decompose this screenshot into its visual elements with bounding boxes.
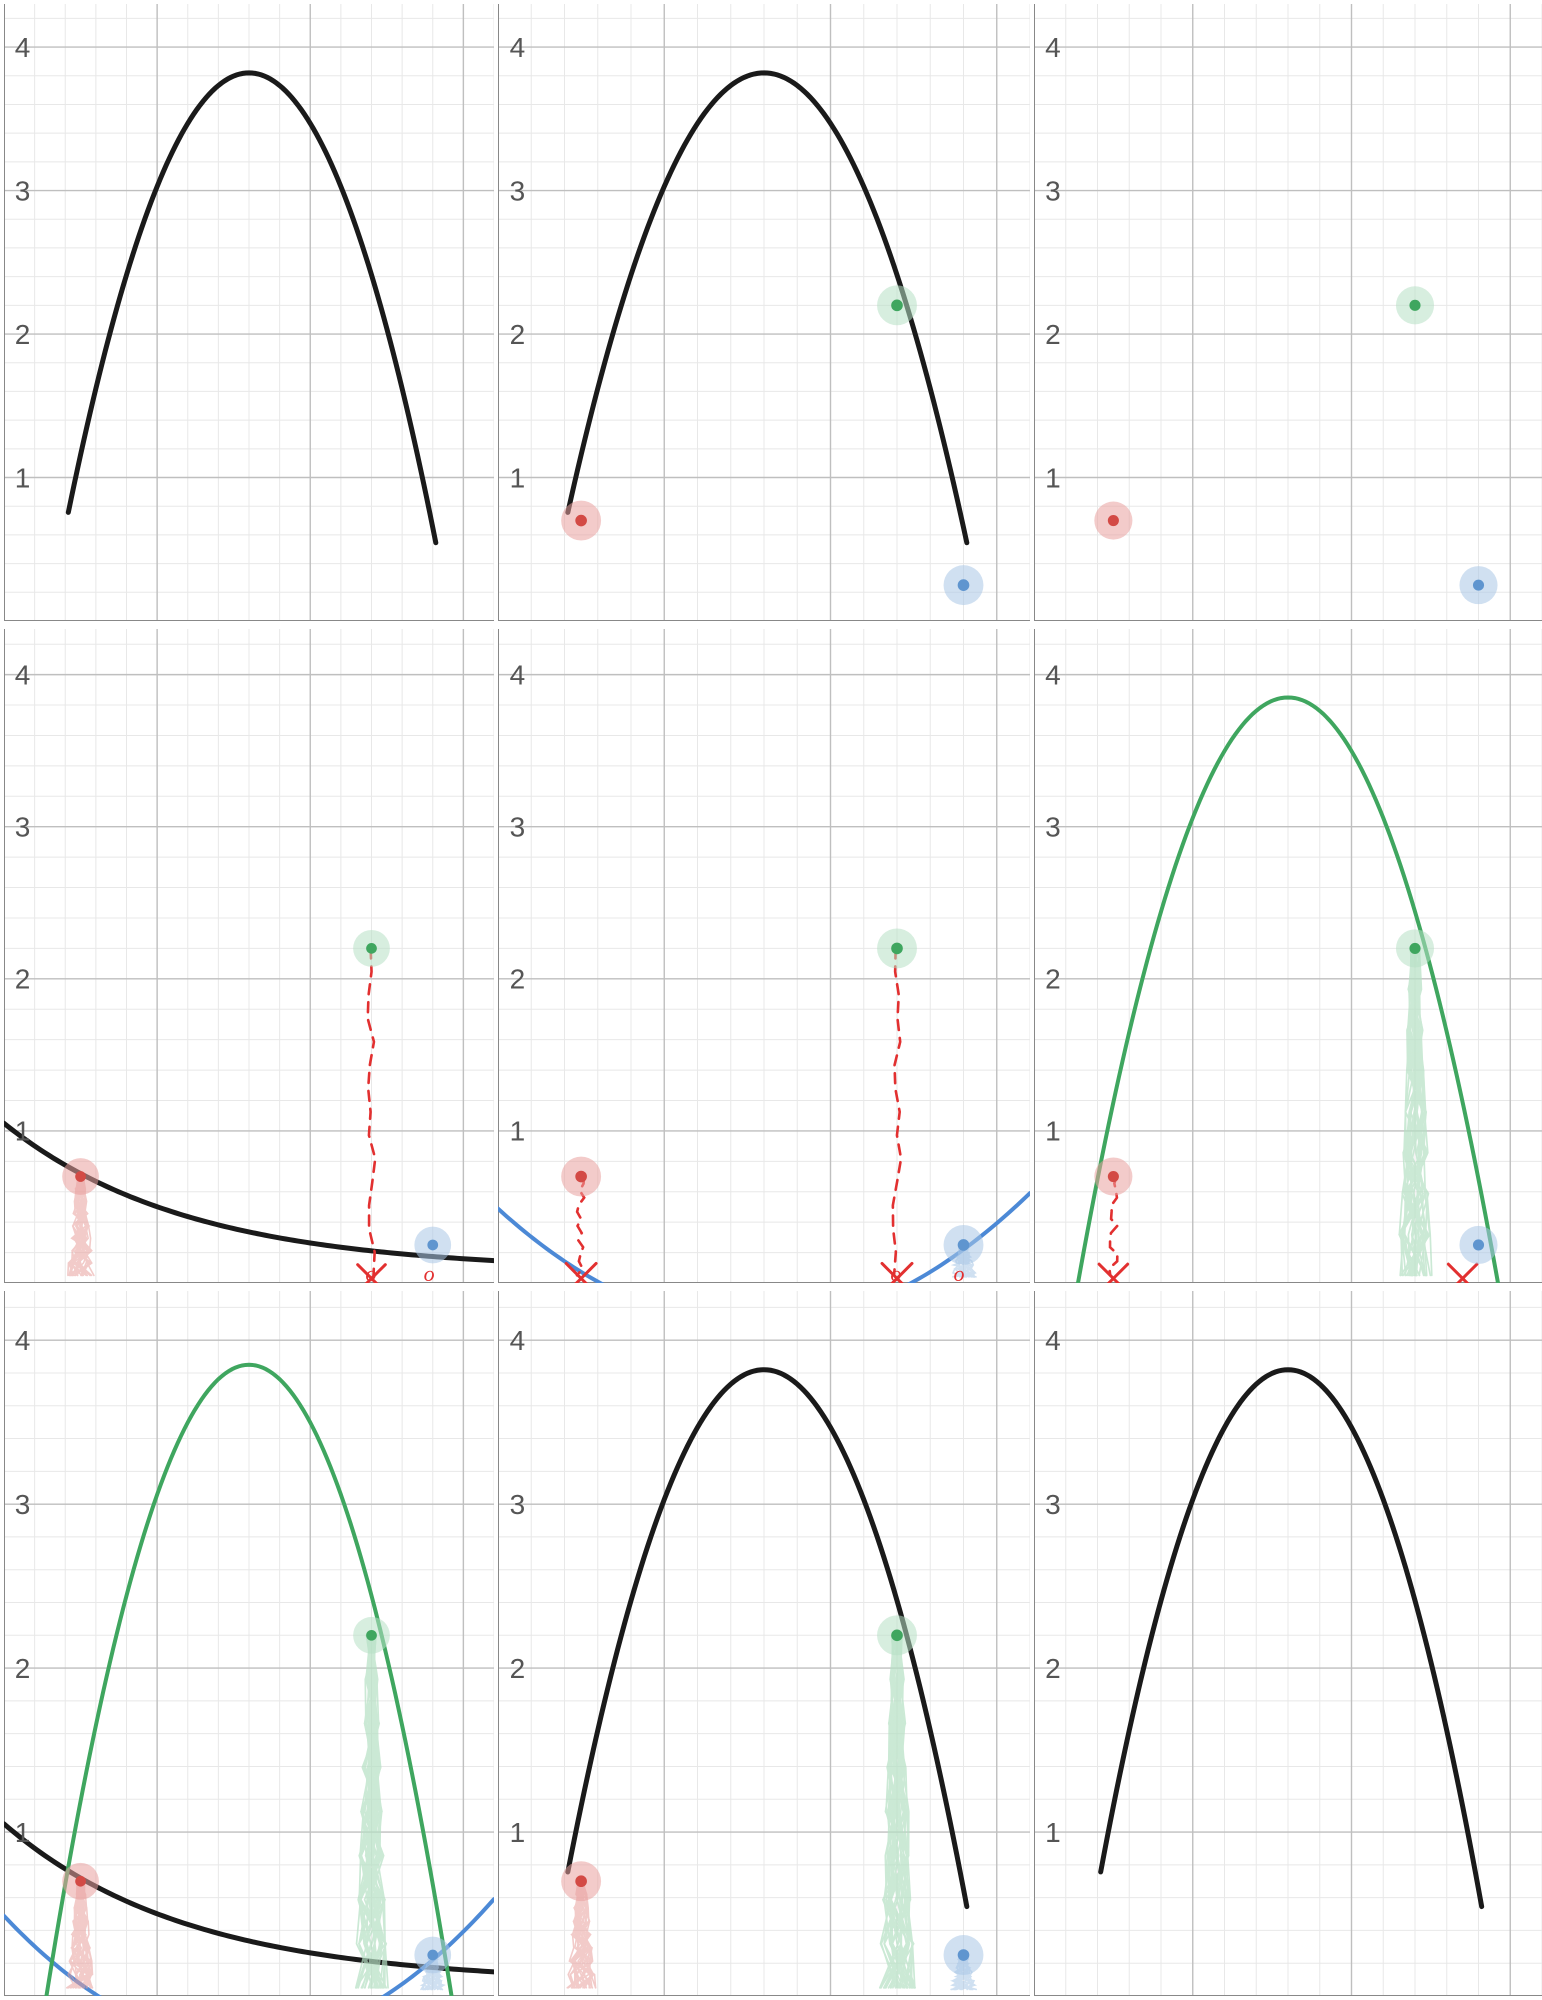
ytick-label: 4 (510, 1325, 526, 1356)
ytick-label: 1 (1045, 1817, 1061, 1848)
svg-canvas: 012312340123123401231234oo01231234oo0123… (0, 0, 1542, 2000)
ytick-label: 1 (510, 1817, 526, 1848)
ytick-label: 4 (510, 659, 526, 690)
ytick-label: 3 (15, 175, 31, 206)
ytick-label: 1 (1045, 1116, 1061, 1147)
svg-text:o: o (890, 1261, 901, 1286)
panel-p00 (4, 4, 494, 621)
ytick-label: 1 (510, 1116, 526, 1147)
ytick-label: 2 (510, 1653, 526, 1684)
ytick-label: 1 (15, 1817, 31, 1848)
ytick-label: 2 (510, 319, 526, 350)
ytick-label: 4 (1045, 32, 1061, 63)
panel-p20 (4, 1291, 494, 2000)
ytick-label: 2 (510, 964, 526, 995)
panel-p01 (498, 4, 1030, 621)
ytick-label: 3 (15, 812, 31, 843)
ytick-label: 3 (510, 175, 526, 206)
ytick-label: 2 (15, 1653, 31, 1684)
ytick-label: 3 (510, 812, 526, 843)
ytick-label: 4 (1045, 659, 1061, 690)
ytick-label: 3 (1045, 175, 1061, 206)
chart-grid: { "canvas": { "width": 1542, "height": 2… (0, 0, 1542, 2000)
svg-text:o: o (424, 1261, 435, 1286)
ytick-label: 3 (15, 1489, 31, 1520)
ytick-label: 3 (1045, 812, 1061, 843)
panel-p02 (1034, 4, 1542, 621)
ytick-label: 2 (1045, 964, 1061, 995)
ytick-label: 4 (15, 32, 31, 63)
ytick-label: 1 (1045, 462, 1061, 493)
panel-p10: oo (4, 629, 494, 1292)
panel-p12 (1034, 629, 1542, 1293)
ytick-label: 2 (15, 964, 31, 995)
ytick-label: 3 (1045, 1489, 1061, 1520)
svg-text:o: o (365, 1261, 376, 1286)
panel-p11: oo (498, 629, 1030, 1326)
ytick-label: 1 (15, 462, 31, 493)
ytick-label: 1 (510, 462, 526, 493)
ytick-label: 2 (1045, 319, 1061, 350)
ytick-label: 2 (15, 319, 31, 350)
panel-p21 (498, 1291, 1030, 1996)
ytick-label: 4 (510, 32, 526, 63)
panel-p22 (1034, 1291, 1542, 1996)
ytick-label: 3 (510, 1489, 526, 1520)
ytick-label: 4 (15, 659, 31, 690)
ytick-label: 4 (1045, 1325, 1061, 1356)
ytick-label: 1 (15, 1116, 31, 1147)
ytick-label: 2 (1045, 1653, 1061, 1684)
ytick-label: 4 (15, 1325, 31, 1356)
